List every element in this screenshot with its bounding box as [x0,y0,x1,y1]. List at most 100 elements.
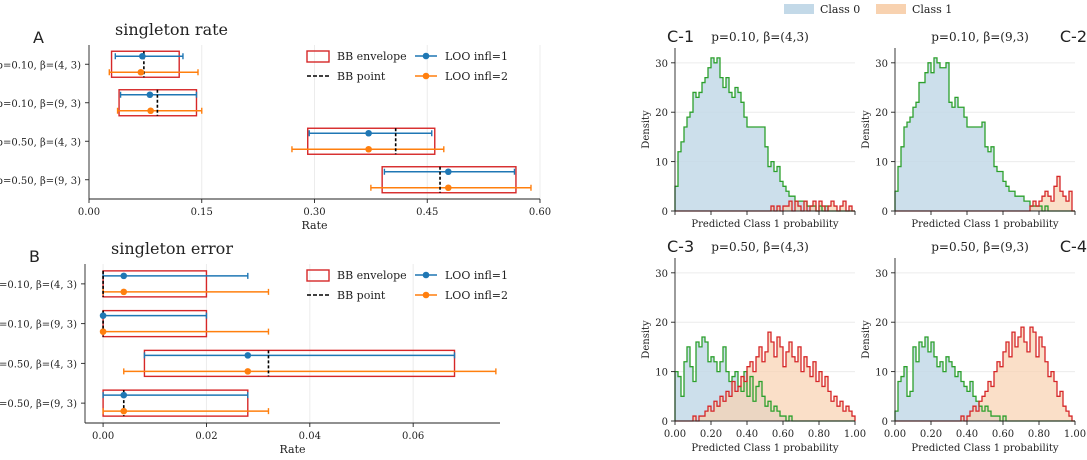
y-tick-label: 10 [875,158,888,169]
interval-row [291,127,445,155]
bb-envelope-box [102,309,208,338]
loo1-point [146,91,154,99]
y-tick-label: 30 [655,269,668,280]
loo1-point [444,168,452,176]
y-tick-label: p=0.50, β=(9, 3) [0,399,77,410]
legend-bb-point-label: BB point [337,289,386,302]
y-tick-label: p=0.50, β=(4, 3) [0,359,77,370]
loo1-point [139,52,146,60]
loo1-point [244,352,252,359]
legend-loo2-marker [422,291,430,299]
y-tick-label: 0 [882,207,888,218]
loo1-point [365,129,372,137]
y-tick-label: 20 [875,108,888,119]
y-tick-label: 10 [875,368,888,379]
interval-row [102,270,270,298]
panel-title: singleton rate [115,20,228,39]
loo2-point [244,368,252,375]
x-tick-label: 0.00 [664,429,686,440]
panel-label: A [33,28,44,47]
x-tick-label: 0.40 [956,429,978,440]
x-tick-label: 0.40 [736,429,758,440]
histogram-panel: 0 10 20 30 Density Predicted Class 1 probabil… [641,27,856,230]
x-tick-label: 1.00 [1064,429,1086,440]
x-axis-label: Predicted Class 1 probability [911,219,1059,230]
legend-class1-label: Class 1 [912,3,952,16]
interval-row [102,389,270,417]
x-tick-label: 0.60 [529,207,551,218]
y-tick-label: 10 [655,158,668,169]
legend-loo1-label: LOO infl=1 [445,269,508,282]
x-axis-label: Predicted Class 1 probability [691,219,839,230]
y-tick-label: p=0.10, β=(9, 3) [0,320,77,331]
y-tick-label: p=0.50, β=(9, 3) [0,176,81,187]
x-tick-label: 0.00 [92,431,114,442]
legend-bb-envelope-swatch [306,269,330,282]
y-axis-label: Density [641,320,652,359]
legend-class0-swatch [784,4,814,14]
x-tick-label: 0.20 [920,429,942,440]
y-tick-label: 20 [875,318,888,329]
y-tick-label: p=0.10, β=(9, 3) [0,99,81,110]
x-tick-label: 0.15 [191,207,213,218]
bb-envelope-box [307,127,436,155]
class1-histogram-outline [675,331,856,422]
legend-class0-label: Class 0 [820,3,860,16]
loo1-point [120,391,128,399]
histogram-panel: 0 10 20 30 Density Predicted Class 1 probabil… [861,27,1087,230]
interval-row [108,50,199,78]
y-tick-label: 20 [655,108,668,119]
loo1-point [99,312,107,319]
x-tick-label: 0.60 [772,429,794,440]
interval-row [116,89,203,117]
x-tick-label: 0.02 [195,431,217,442]
x-axis-label: Predicted Class 1 probability [911,443,1059,454]
x-tick-label: 0.45 [416,207,438,218]
legend-bb-envelope-swatch [306,50,330,63]
y-tick-label: 30 [655,59,668,70]
x-tick-label: 0.00 [884,429,906,440]
panel-title: singleton error [111,239,233,258]
class0-histogram-fill [895,337,1075,421]
y-axis-label: Density [861,320,872,359]
y-axis-label: Density [861,110,872,149]
legend-loo2-label: LOO infl=2 [445,70,508,83]
bb-envelope-box [381,166,517,194]
bb-envelope-box [143,349,456,378]
x-tick-label: 0.80 [808,429,830,440]
panel-label: C-4 [1060,237,1087,256]
x-tick-label: 0.00 [78,207,100,218]
x-tick-label: 0.80 [1028,429,1050,440]
panel-c: 0 10 20 30 Density Predicted Class 1 probabil… [641,27,1087,454]
x-tick-label: 0.04 [299,431,321,442]
legend-loo1-marker [422,271,430,279]
loo2-point [120,288,128,296]
panel-label: C-1 [667,27,694,46]
y-tick-label: 0 [882,417,888,428]
bb-envelope-box [102,389,249,417]
panel-title: p=0.50, β=(4,3) [711,240,809,254]
legend-bb-point-label: BB point [337,70,386,83]
loo2-point [120,407,128,415]
panel-b: 0.00 0.02 0.04 0.06 Rate p=0.10, β=(4, 3) p=0.… [0,239,508,456]
y-tick-label: 0 [662,207,668,218]
legend-bb-envelope-label: BB envelope [337,269,407,282]
histogram-panel: 0 10 20 30 Density 0.00 0.20 0.40 0.60 0.80 1.00 Pr… [861,237,1087,454]
y-tick-label: 10 [655,368,668,379]
interval-row [123,349,497,378]
y-axis-label: Density [641,110,652,149]
loo2-point [99,328,107,335]
x-axis-label: Predicted Class 1 probability [691,443,839,454]
y-tick-label: p=0.50, β=(4, 3) [0,137,81,148]
loo1-point [120,272,128,280]
y-tick-label: 20 [655,318,668,329]
histogram-panel: 0 10 20 30 Density 0.00 0.20 0.40 0.60 0.80 1.00 Pr… [641,237,866,454]
y-tick-label: 30 [875,59,888,70]
loo2-point [365,145,372,153]
interval-row [99,309,270,338]
interval-row [370,166,532,194]
panel-title: p=0.10, β=(9,3) [931,30,1029,44]
panel-label: C-3 [667,237,694,256]
legend-loo1-label: LOO infl=1 [445,50,508,63]
loo2-point [147,107,154,115]
